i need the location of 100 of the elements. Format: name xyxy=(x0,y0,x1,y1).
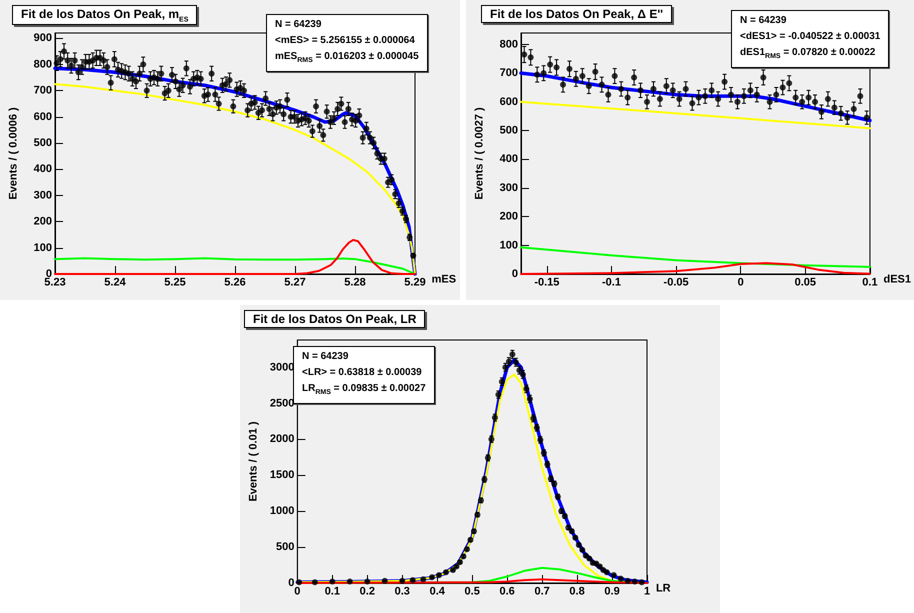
point xyxy=(592,68,598,75)
point xyxy=(663,83,670,90)
point xyxy=(786,80,792,86)
annotation: LR$_{RMS}$ = 0.09835 ± 0.00027 xyxy=(302,382,426,398)
y-tick-label: 800 xyxy=(34,58,52,70)
point xyxy=(740,93,747,100)
point xyxy=(864,114,870,121)
point xyxy=(534,72,540,78)
point xyxy=(612,73,618,80)
x-tick-label: 0.9 xyxy=(604,586,620,598)
point xyxy=(689,100,696,106)
point xyxy=(586,83,592,90)
point xyxy=(722,78,728,85)
y-axis-title: Events / ( 0.0006 ) xyxy=(8,107,20,200)
text: N = 64239 xyxy=(740,14,788,28)
x-tick-label: 5.27 xyxy=(284,276,306,288)
y-tick-label: 400 xyxy=(34,163,52,176)
point xyxy=(844,114,850,121)
point xyxy=(656,96,663,102)
y-tick-label: 0 xyxy=(288,577,294,589)
point xyxy=(605,92,612,98)
y-tick-label: 300 xyxy=(34,189,52,202)
point xyxy=(618,86,624,92)
y-axis-title: Events / ( 0.0027 ) xyxy=(474,107,486,200)
y-tick-label: 200 xyxy=(500,210,518,223)
point xyxy=(624,94,631,101)
y-tick-label: 600 xyxy=(34,110,52,123)
point xyxy=(831,104,838,111)
y-tick-label: 700 xyxy=(500,67,518,80)
point xyxy=(579,73,586,80)
x-tick-label: 0 xyxy=(738,276,744,288)
x-axis-title: dES1 xyxy=(883,274,911,286)
x-tick-label: 1 xyxy=(644,586,650,598)
y-tick-label: 800 xyxy=(500,38,518,50)
point xyxy=(670,87,676,94)
point xyxy=(766,98,773,105)
y-tick-label: 2500 xyxy=(270,397,294,410)
point xyxy=(799,98,806,105)
x-tick-label: -0.1 xyxy=(602,276,621,288)
x-tick-label: 0.2 xyxy=(360,586,375,598)
y-tick-label: 500 xyxy=(276,541,294,554)
annotation: <LR> = 0.63818 ± 0.00039 xyxy=(302,366,423,380)
x-tick-label: 0.3 xyxy=(394,586,410,598)
x-tick-label: 0.1 xyxy=(324,586,340,598)
y-tick-label: 500 xyxy=(34,137,52,150)
x-tick-label: 5.25 xyxy=(164,276,186,288)
annotation: dES1$_{RMS}$ = 0.07820 ± 0.00022 xyxy=(740,46,876,62)
text: N = 64239 xyxy=(275,18,322,32)
annotation: mES$_{RMS}$ = 0.016203 ± 0.000045 xyxy=(275,50,419,66)
point xyxy=(650,86,656,92)
x-tick-label: 0.7 xyxy=(534,586,550,598)
point xyxy=(676,96,682,102)
x-tick-label: -0.05 xyxy=(664,276,689,288)
x-tick-label: 5.24 xyxy=(104,276,127,288)
x-tick-label: 0.8 xyxy=(569,586,585,598)
point xyxy=(754,92,760,98)
point xyxy=(838,110,844,116)
point xyxy=(644,98,650,105)
y-tick-label: 200 xyxy=(34,216,52,228)
point xyxy=(638,87,644,94)
point xyxy=(598,82,605,88)
y-axis-title: Events / ( 0.01 ) xyxy=(248,421,260,502)
annotation: <dES1> = -0.040522 ± 0.00031 xyxy=(740,30,880,44)
line-series xyxy=(520,246,871,268)
point xyxy=(760,74,766,80)
point xyxy=(806,94,812,101)
point xyxy=(780,84,786,91)
point xyxy=(824,96,831,102)
point xyxy=(728,92,734,98)
x-tick-label: 0.05 xyxy=(794,276,816,288)
y-tick-label: 500 xyxy=(500,124,518,137)
x-tick-label: 0.1 xyxy=(862,276,878,288)
point xyxy=(696,94,702,101)
point xyxy=(812,98,818,105)
y-tick-label: 100 xyxy=(500,239,518,252)
point xyxy=(792,94,799,101)
point xyxy=(682,86,689,92)
y-tick-label: 100 xyxy=(34,242,52,254)
point xyxy=(850,106,857,112)
y-tick-label: 2000 xyxy=(270,433,294,446)
y-tick-label: 600 xyxy=(500,96,518,108)
chart-title: Fit de los Datos On Peak, LR xyxy=(244,310,426,328)
x-axis-title: mES xyxy=(432,274,456,286)
chart-title: Fit de los Datos On Peak, Δ E'' xyxy=(481,5,672,23)
point xyxy=(818,108,824,115)
point xyxy=(572,76,579,82)
x-tick-label: 0.4 xyxy=(430,586,446,598)
x-axis-title: LR xyxy=(656,582,671,594)
point xyxy=(540,70,547,76)
point xyxy=(631,74,638,80)
x-tick-label: 5.29 xyxy=(404,276,426,288)
chart-title: Fit de los Datos On Peak, m$_{ES}$ xyxy=(12,5,198,26)
x-tick-label: 5.23 xyxy=(44,276,66,288)
point xyxy=(747,87,754,94)
point xyxy=(560,82,566,88)
y-tick-label: 900 xyxy=(34,32,52,44)
y-tick-label: 700 xyxy=(34,84,52,97)
annotation: N = 64239 xyxy=(302,350,350,364)
point xyxy=(734,98,740,105)
y-tick-label: 1000 xyxy=(270,505,294,518)
